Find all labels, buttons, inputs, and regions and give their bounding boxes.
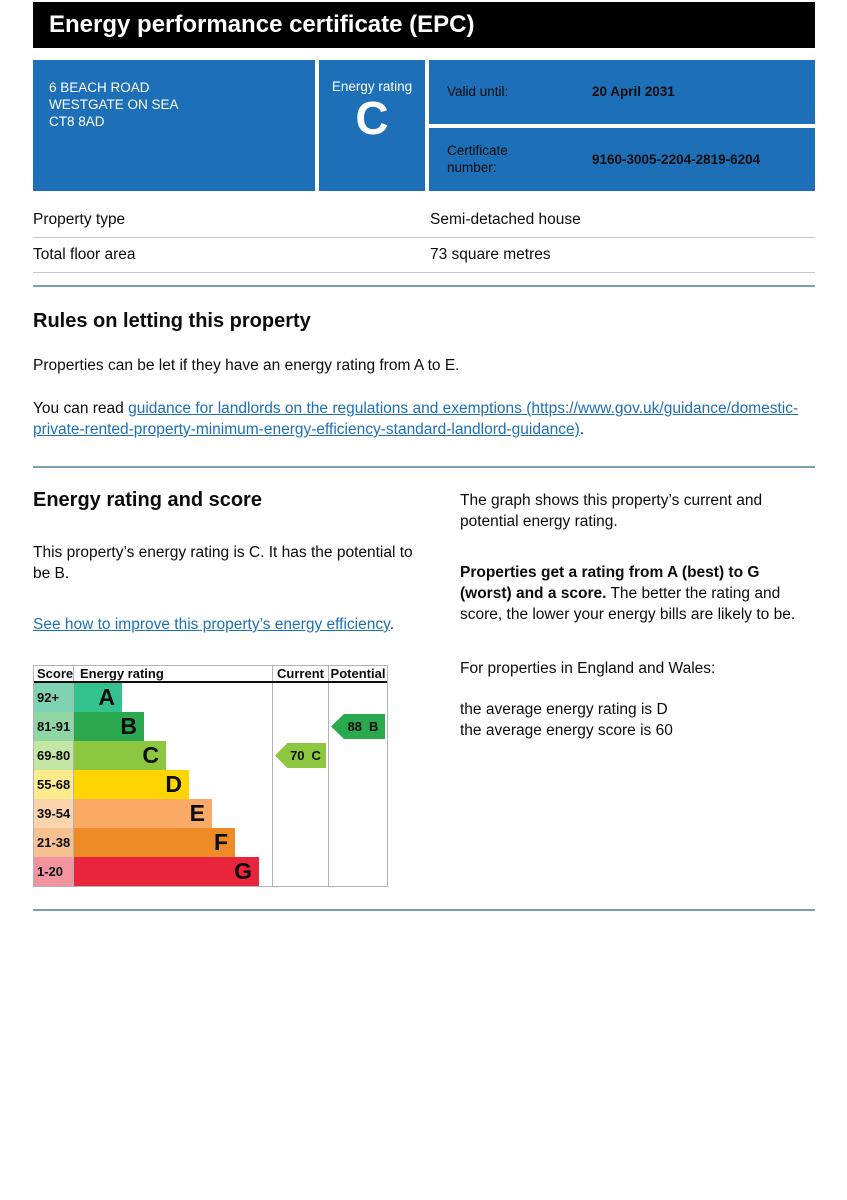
energy-rating-panel: Energy rating C [319, 60, 425, 191]
landlord-guidance-link[interactable]: guidance for landlords on the regulation… [33, 400, 799, 438]
epc-band-row: 69-80 C [34, 741, 272, 770]
certificate-summary-box: 6 BEACH ROAD WESTGATE ON SEA CT8 8AD Ene… [33, 60, 815, 191]
address-line-1: 6 BEACH ROAD [49, 80, 150, 95]
epc-bar-track: E [74, 799, 272, 828]
epc-current-score: 70 [290, 748, 305, 763]
epc-bar-track: G [74, 857, 272, 886]
potential-column-header: Potential [328, 666, 387, 681]
epc-bar-track: A [74, 683, 272, 712]
address-line-2: WESTGATE ON SEA [49, 97, 179, 112]
epc-band-row: 21-38 F [34, 828, 272, 857]
epc-band-bar-a: A [74, 683, 122, 712]
rules-heading: Rules on letting this property [33, 310, 311, 332]
energy-rating-column-header: Energy rating [80, 666, 164, 681]
energy-rating-label: Energy rating [331, 79, 413, 94]
epc-potential-letter: B [369, 719, 379, 734]
score-column-header: Score [34, 666, 74, 681]
epc-band-row: 55-68 D [34, 770, 272, 799]
epc-bar-track: D [74, 770, 272, 799]
property-type-value: Semi-detached house [430, 211, 581, 228]
valid-until-value: 20 April 2031 [592, 84, 675, 100]
epc-band-bar-f: F [74, 828, 235, 857]
address-line-3: CT8 8AD [49, 114, 105, 129]
epc-bar-track: B [74, 712, 272, 741]
property-address: 6 BEACH ROAD WESTGATE ON SEA CT8 8AD [33, 60, 315, 191]
table-row: Property type Semi-detached house [33, 203, 815, 238]
guidance-prefix: You can read [33, 400, 129, 417]
rules-paragraph: Properties can be let if they have an en… [33, 357, 460, 374]
floor-area-label: Total floor area [33, 246, 136, 263]
epc-col-potential: 88 B [328, 683, 387, 886]
epc-band-row: 1-20 G [34, 857, 272, 886]
epc-band-row: 81-91 B [34, 712, 272, 741]
valid-until-label: Valid until: [447, 84, 509, 100]
table-row: Total floor area 73 square metres [33, 238, 815, 273]
certificate-number-value: 9160-3005-2204-2819-6204 [592, 151, 761, 167]
energy-rating-value: C [355, 92, 389, 144]
epc-band-bar-e: E [74, 799, 212, 828]
rules-guidance-paragraph: You can read guidance for landlords on t… [33, 398, 815, 440]
epc-band-row: 92+ A [34, 683, 272, 712]
improve-paragraph: See how to improve this property’s energ… [33, 614, 423, 635]
improve-suffix: . [389, 616, 394, 633]
floor-area-value: 73 square metres [430, 246, 551, 263]
rating-heading: Energy rating and score [33, 489, 262, 511]
current-column-header: Current [272, 666, 328, 681]
epc-chart-body: 92+ A 81-91 B 69-80 C 55-68 D 39-54 E 21-38 F 1-20 G … [34, 683, 387, 886]
certificate-number-label: Certificate number: [447, 143, 508, 176]
epc-score-cell: 55-68 [34, 770, 74, 799]
epc-bar-track: F [74, 828, 272, 857]
epc-bar-track: C [74, 741, 272, 770]
rating-section-left-column: Energy rating and score This property’s … [33, 488, 428, 887]
section-divider [33, 909, 815, 911]
epc-band-bar-g: G [74, 857, 259, 886]
guidance-suffix: . [579, 421, 585, 438]
graph-explainer-paragraph: The graph shows this property’s current … [460, 492, 763, 530]
epc-score-cell: 69-80 [34, 741, 74, 770]
valid-until-row: Valid until: 20 April 2031 [429, 60, 815, 124]
epc-current-arrow: 70 C [275, 743, 326, 768]
epc-current-letter: C [311, 748, 321, 763]
rating-section-right-column: The graph shows this property’s current … [460, 488, 815, 887]
average-score-line: the average energy score is 60 [460, 722, 673, 739]
epc-col-current: 70 C [272, 683, 328, 886]
averages-paragraph: the average energy rating is D the averag… [460, 699, 815, 741]
section-divider [33, 285, 815, 287]
section-divider [33, 466, 815, 468]
epc-band-bar-b: B [74, 712, 144, 741]
epc-chart-bands: 92+ A 81-91 B 69-80 C 55-68 D 39-54 E 21-38 F 1-20 G [34, 683, 272, 886]
epc-document: Energy performance certificate (EPC) 6 B… [33, 2, 815, 911]
epc-band-bar-c: C [74, 741, 166, 770]
epc-potential-score: 88 [347, 719, 363, 734]
epc-score-cell: 81-91 [34, 712, 74, 741]
epc-score-cell: 1-20 [34, 857, 74, 886]
property-type-label: Property type [33, 211, 126, 228]
epc-band-row: 39-54 E [34, 799, 272, 828]
england-wales-paragraph: For properties in England and Wales: [460, 660, 716, 677]
epc-potential-arrow: 88 B [331, 714, 385, 739]
rating-section: Energy rating and score This property’s … [33, 468, 815, 887]
certificate-details-panel: Valid until: 20 April 2031 Certificate n… [429, 60, 815, 191]
rules-section: Rules on letting this property Propertie… [33, 287, 815, 440]
property-facts-table: Property type Semi-detached house Total … [33, 203, 815, 273]
epc-band-bar-d: D [74, 770, 189, 799]
rating-scale-paragraph: Properties get a rating from A (best) to… [460, 562, 815, 625]
epc-score-cell: 92+ [34, 683, 74, 712]
epc-score-cell: 39-54 [34, 799, 74, 828]
improve-efficiency-link[interactable]: See how to improve this property’s energ… [33, 616, 390, 633]
rating-scale-rest: The better the rating and score, the low… [460, 585, 796, 623]
epc-rating-chart: Score Energy rating Current Potential 92… [33, 665, 388, 887]
epc-chart-header: Score Energy rating Current Potential [34, 666, 387, 683]
rating-summary-paragraph: This property’s energy rating is C. It h… [33, 544, 413, 582]
epc-score-cell: 21-38 [34, 828, 74, 857]
certificate-number-row: Certificate number: 9160-3005-2204-2819-… [429, 127, 815, 191]
page-title: Energy performance certificate (EPC) [33, 2, 815, 48]
average-rating-line: the average energy rating is D [460, 701, 668, 718]
rating-scale-bold: Properties get a rating from A (best) to… [460, 564, 760, 602]
